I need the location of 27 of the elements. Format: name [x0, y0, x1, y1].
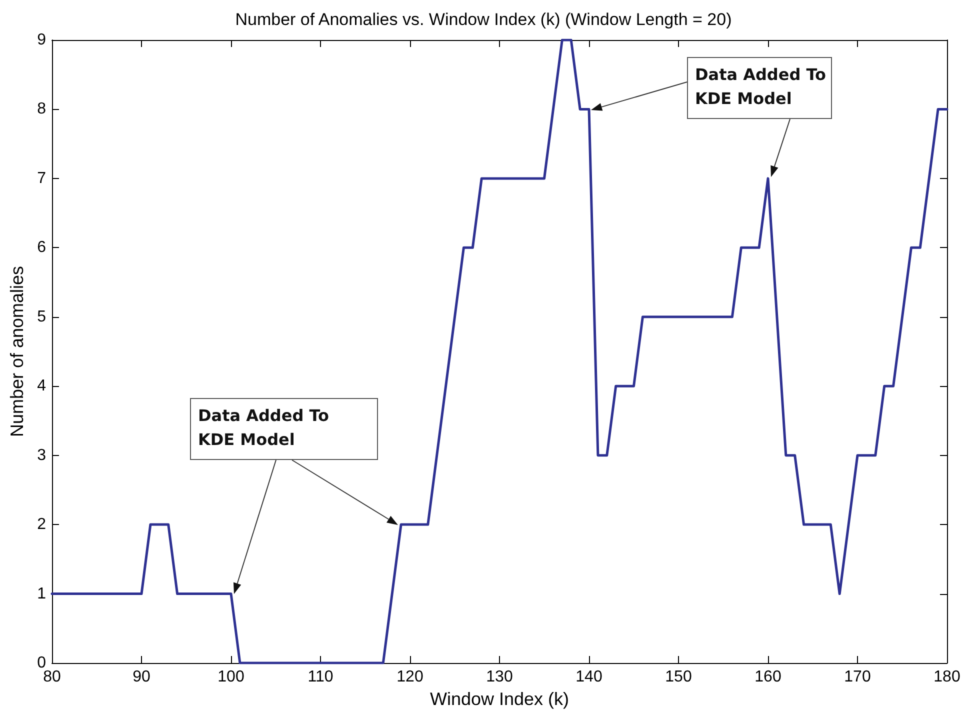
x-tick-label: 160: [754, 668, 782, 686]
chart-title: Number of Anomalies vs. Window Index (k) (Window Length = 20): [235, 10, 732, 29]
y-tick-label: 1: [37, 585, 46, 602]
x-tick-label: 170: [844, 668, 871, 686]
x-tick-label: 180: [934, 668, 960, 686]
x-tick-label: 150: [665, 668, 692, 686]
x-tick-label: 90: [132, 668, 150, 686]
line-series: [50, 38, 948, 664]
y-tick-label: 9: [37, 32, 46, 48]
x-tick-label: 80: [43, 668, 61, 686]
x-tick-label: 130: [486, 668, 513, 686]
annotation: Data Added To KDE Model: [695, 64, 828, 110]
y-tick-label: 6: [37, 239, 46, 256]
x-tick-label: 100: [218, 668, 244, 686]
y-tick-label: 5: [37, 308, 46, 326]
x-tick-label: 140: [576, 668, 602, 686]
x-axis-title: Window Index (k): [430, 688, 570, 709]
x-tick-label: 120: [396, 668, 424, 686]
y-tick-label: 0: [37, 654, 46, 672]
y-tick-label: 7: [37, 170, 46, 187]
y-tick-label: 2: [37, 516, 46, 534]
y-tick-label: 3: [37, 446, 46, 464]
y-axis-title: Number of anomalies: [7, 266, 27, 438]
x-tick-label: 110: [308, 668, 334, 686]
y-tick-label: 8: [37, 100, 46, 118]
y-tick-label: 4: [37, 378, 46, 395]
annotation: Data Added To KDE Model: [198, 405, 330, 451]
